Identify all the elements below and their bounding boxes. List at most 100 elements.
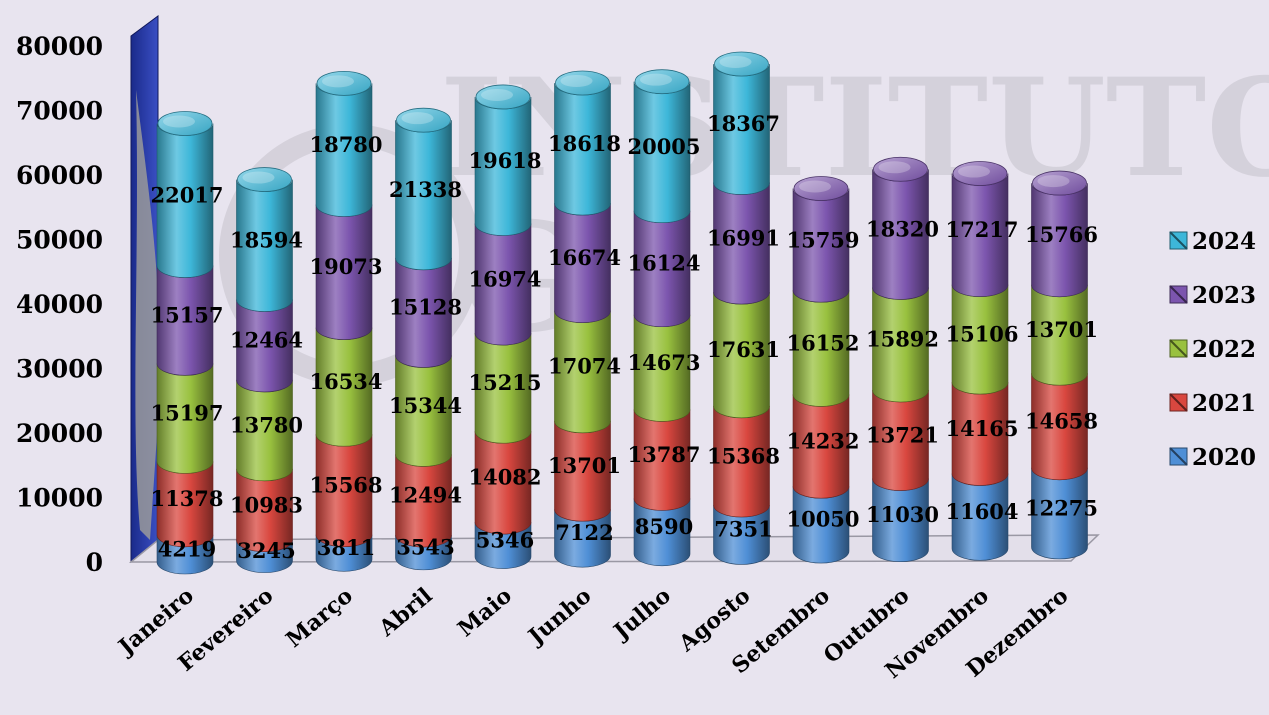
x-tick-label: Abril [373, 583, 437, 643]
legend-label: 2020 [1192, 444, 1256, 471]
bar-highlight [242, 171, 275, 184]
data-label: 17217 [945, 217, 1018, 242]
bar-cap [873, 156, 928, 182]
bar-stack [1031, 170, 1088, 560]
data-label: 14658 [1025, 408, 1098, 433]
data-label: 19618 [468, 148, 541, 173]
legend-swatch-diagonal [1169, 339, 1188, 358]
legend-swatch-diagonal [1169, 231, 1188, 250]
bar-stack [474, 84, 532, 569]
y-tick-label: 0 [86, 548, 103, 577]
data-label: 22017 [150, 183, 223, 208]
data-label: 18618 [548, 131, 621, 156]
data-label: 18780 [309, 132, 382, 157]
legend-swatch-diagonal [1169, 393, 1188, 412]
bar-highlight [878, 161, 911, 174]
bar-highlight [1037, 175, 1070, 188]
y-tick-label: 80000 [16, 32, 103, 61]
bar-cap [237, 167, 292, 192]
data-label: 12464 [230, 328, 303, 353]
bar-cap [634, 69, 690, 95]
data-label: 4219 [158, 536, 216, 561]
data-label: 13787 [627, 442, 700, 467]
data-label: 15197 [150, 400, 223, 425]
data-label: 16152 [786, 330, 859, 355]
data-label: 16124 [627, 251, 700, 276]
bar-highlight [481, 88, 513, 101]
data-label: 10050 [786, 507, 859, 532]
bar-cap [396, 107, 451, 133]
data-label: 11030 [866, 502, 939, 527]
legend-item: 2021 [1169, 390, 1256, 417]
legend-label: 2022 [1192, 336, 1256, 363]
data-label: 5346 [476, 527, 534, 552]
bar-stack [872, 156, 929, 562]
data-label: 13701 [1025, 317, 1098, 342]
legend-swatch-diagonal [1169, 285, 1188, 304]
data-label: 21338 [389, 177, 462, 202]
data-label: 18367 [707, 111, 780, 136]
data-label: 16674 [548, 245, 621, 270]
y-tick-label: 60000 [16, 161, 103, 190]
data-label: 3811 [317, 535, 375, 560]
data-label: 15344 [389, 393, 462, 418]
data-label: 16534 [309, 369, 382, 394]
legend-item: 2020 [1169, 444, 1256, 471]
bar-stack [792, 176, 850, 564]
bar-cap [714, 51, 769, 77]
data-label: 15759 [786, 227, 859, 252]
bar-stack [156, 111, 214, 575]
data-label: 16974 [468, 266, 541, 291]
data-label: 15106 [945, 321, 1018, 346]
data-label: 14673 [627, 350, 700, 375]
data-label: 12494 [389, 483, 462, 508]
data-label: 10983 [230, 492, 303, 517]
bar-highlight [322, 75, 354, 88]
bar-highlight [401, 112, 434, 125]
legend-item: 2022 [1169, 336, 1256, 363]
legend-item: 2023 [1169, 282, 1256, 309]
bar-stack [315, 70, 373, 572]
data-label: 7122 [555, 520, 613, 545]
bar-highlight [163, 115, 195, 128]
bar-cap [475, 84, 531, 110]
data-label: 11604 [945, 499, 1018, 524]
data-label: 15892 [866, 327, 939, 352]
y-tick-label: 50000 [16, 225, 103, 254]
bar-highlight [799, 180, 831, 193]
bar-stack [395, 107, 452, 571]
x-tick-label: Maio [453, 583, 517, 643]
data-label: 7351 [714, 517, 772, 542]
bar-stack [713, 51, 770, 565]
data-label: 15128 [389, 295, 462, 320]
bar-cap [793, 176, 849, 201]
bar-cap [1032, 170, 1087, 196]
x-tick-label: Julho [607, 583, 675, 646]
data-label: 3245 [237, 538, 295, 563]
y-tick-label: 20000 [16, 419, 103, 448]
data-label: 14082 [468, 465, 541, 490]
bar-highlight [560, 74, 593, 87]
bar-stack [951, 161, 1009, 561]
data-label: 20005 [627, 134, 700, 159]
x-tick-label: Março [281, 583, 358, 653]
data-label: 14232 [786, 428, 859, 453]
y-tick-label: 10000 [16, 483, 103, 512]
data-label: 19073 [309, 254, 382, 279]
bar-highlight [640, 73, 672, 86]
y-tick-label: 30000 [16, 354, 103, 383]
data-label: 11378 [150, 486, 223, 511]
bar-cap [157, 111, 213, 136]
data-label: 18320 [866, 216, 939, 241]
data-label: 15368 [707, 443, 780, 468]
data-label: 14165 [945, 416, 1018, 441]
bar-cap [555, 70, 610, 96]
y-tick-label: 40000 [16, 290, 103, 319]
data-label: 8590 [635, 514, 693, 539]
data-label: 15215 [468, 370, 541, 395]
legend-swatch-diagonal [1169, 447, 1188, 466]
legend-label: 2024 [1192, 228, 1256, 255]
x-tick-label: Junho [522, 583, 596, 651]
